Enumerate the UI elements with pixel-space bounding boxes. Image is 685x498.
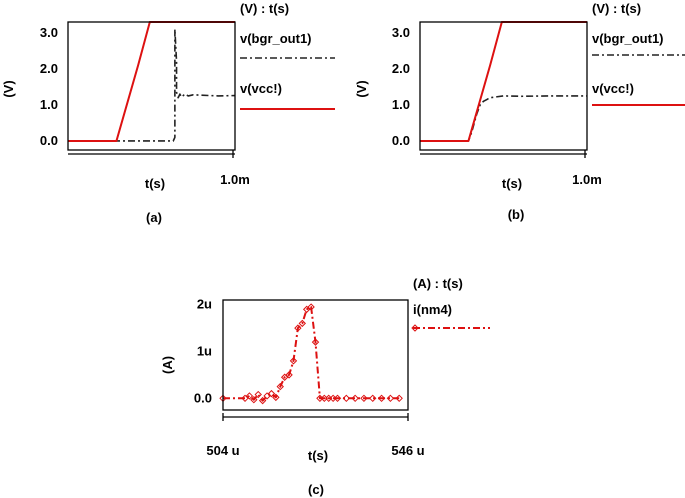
- panel-c-series-0-marker: [342, 394, 351, 403]
- panel-c-series-0-marker: [377, 394, 386, 403]
- panel-a-ytick-label: 1.0: [40, 97, 58, 112]
- panel-a-ylabel: (V): [1, 80, 16, 97]
- panel-c-series-0-marker: [258, 396, 267, 405]
- panel-c-series-0-line: [223, 306, 400, 402]
- panel-a-legend-label: v(bgr_out1): [240, 31, 312, 46]
- panel-a-ytick-labels: 0.0 1.0 2.0 3.0: [40, 25, 58, 148]
- panel-c-series-0-marker: [298, 319, 306, 328]
- panel-a-label: (a): [146, 210, 162, 225]
- panel-c-xtick-label: 504 u: [206, 443, 239, 458]
- panel-c-ytick-label: 2u: [197, 297, 212, 312]
- panel-b-ytick-label: 0.0: [392, 133, 410, 148]
- panel-c-xtick-labels: 504 u 546 u: [206, 443, 424, 458]
- panel-a-xtick-labels: 1.0m: [220, 172, 250, 187]
- panel-c: 0.0 1u 2u 504 u 546 u (A) t(s) (A) : t(s) i…: [160, 276, 490, 497]
- panel-b-ylabel: (V): [354, 80, 369, 97]
- panel-c-series-0-marker: [241, 394, 249, 403]
- panel-b-label: (b): [508, 207, 525, 222]
- panel-a: 0.0 1.0 2.0 3.0 1.0m (V) t(s) (V) : t(s) v(…: [1, 1, 335, 225]
- panel-c-series-0-marker: [395, 394, 403, 403]
- panel-c-series-0-marker: [280, 373, 289, 381]
- panel-c-legend-label: i(nm4): [413, 302, 452, 317]
- panel-c-series-0-marker: [351, 394, 359, 403]
- panel-c-series-0-marker: [289, 357, 298, 365]
- panel-b-ytick-label: 1.0: [392, 97, 410, 112]
- panel-b-plot-frame: [419, 21, 588, 151]
- panel-a-series: [68, 21, 236, 142]
- panel-c-series-0-marker: [302, 305, 311, 314]
- panel-c-ylabel: (A): [160, 356, 175, 374]
- panel-a-ytick-label: 3.0: [40, 25, 58, 40]
- panel-b-legend-header: (V) : t(s): [592, 1, 641, 16]
- panel-c-xlabel: t(s): [308, 448, 328, 463]
- panel-b-xlabel: t(s): [502, 176, 522, 191]
- panel-c-ytick-label: 1u: [197, 343, 212, 358]
- panel-a-series-1-line: [68, 21, 235, 142]
- panel-c-legend-header: (A) : t(s): [413, 276, 463, 291]
- panel-c-series-0-marker: [333, 394, 342, 403]
- panel-c-legend-marker: [411, 324, 419, 332]
- panel-c-ytick-labels: 0.0 1u 2u: [194, 297, 212, 406]
- panel-c-series: [219, 303, 403, 405]
- panel-c-series-0-marker: [307, 303, 315, 311]
- panel-c-series-0-marker: [285, 371, 293, 379]
- panel-a-xtick-label: 1.0m: [220, 172, 250, 187]
- panel-b-ytick-label: 3.0: [392, 25, 410, 40]
- panel-c-series-0-marker: [272, 393, 280, 402]
- panel-a-ytick-label: 0.0: [40, 133, 58, 148]
- panel-c-series-0-marker: [250, 395, 258, 404]
- panel-b-series-0-line: [420, 95, 587, 142]
- panel-c-series-0-marker: [254, 390, 262, 399]
- panel-b-ytick-label: 2.0: [392, 61, 410, 76]
- panel-c-series-0-marker: [369, 394, 377, 403]
- panel-a-legend-header: (V) : t(s): [240, 1, 289, 16]
- panel-c-series-0-marker: [245, 392, 254, 400]
- panel-a-xlabel: t(s): [145, 176, 165, 191]
- panel-a-plot-frame: [67, 21, 236, 151]
- panel-c-series-0-marker: [263, 392, 271, 400]
- panel-c-ytick-label: 0.0: [194, 390, 212, 405]
- panel-c-series-0-marker: [311, 338, 320, 346]
- panel-a-legend: v(bgr_out1) v(vcc!): [240, 31, 335, 110]
- panel-a-ytick-label: 2.0: [40, 61, 58, 76]
- panel-c-plot-frame: [222, 299, 409, 411]
- panel-c-series-0-marker: [360, 394, 368, 403]
- panel-b-xtick-labels: 1.0m: [572, 172, 602, 187]
- panel-c-series-0-marker: [276, 382, 284, 391]
- panel-b-legend-label: v(vcc!): [592, 81, 634, 96]
- panel-b-legend-label: v(bgr_out1): [592, 31, 664, 46]
- panel-b-series-1-line: [420, 21, 587, 142]
- panel-c-series-0-marker: [386, 394, 395, 403]
- panel-b-xtick-label: 1.0m: [572, 172, 602, 187]
- panel-b-ytick-labels: 0.0 1.0 2.0 3.0: [392, 25, 410, 148]
- panel-c-series-0-marker: [294, 324, 302, 332]
- panel-b: 0.0 1.0 2.0 3.0 1.0m (V) t(s) (V) : t(s) v(…: [354, 1, 685, 222]
- panel-c-xtick-label: 546 u: [391, 443, 424, 458]
- panel-b-series: [420, 21, 587, 142]
- panel-a-series-0-line: [68, 28, 236, 142]
- panel-a-legend-label: v(vcc!): [240, 81, 282, 96]
- panel-c-series-0-marker: [267, 389, 276, 398]
- panel-c-label: (c): [308, 482, 324, 497]
- panel-c-legend: i(nm4): [411, 302, 490, 332]
- panel-b-legend: v(bgr_out1) v(vcc!): [592, 31, 685, 106]
